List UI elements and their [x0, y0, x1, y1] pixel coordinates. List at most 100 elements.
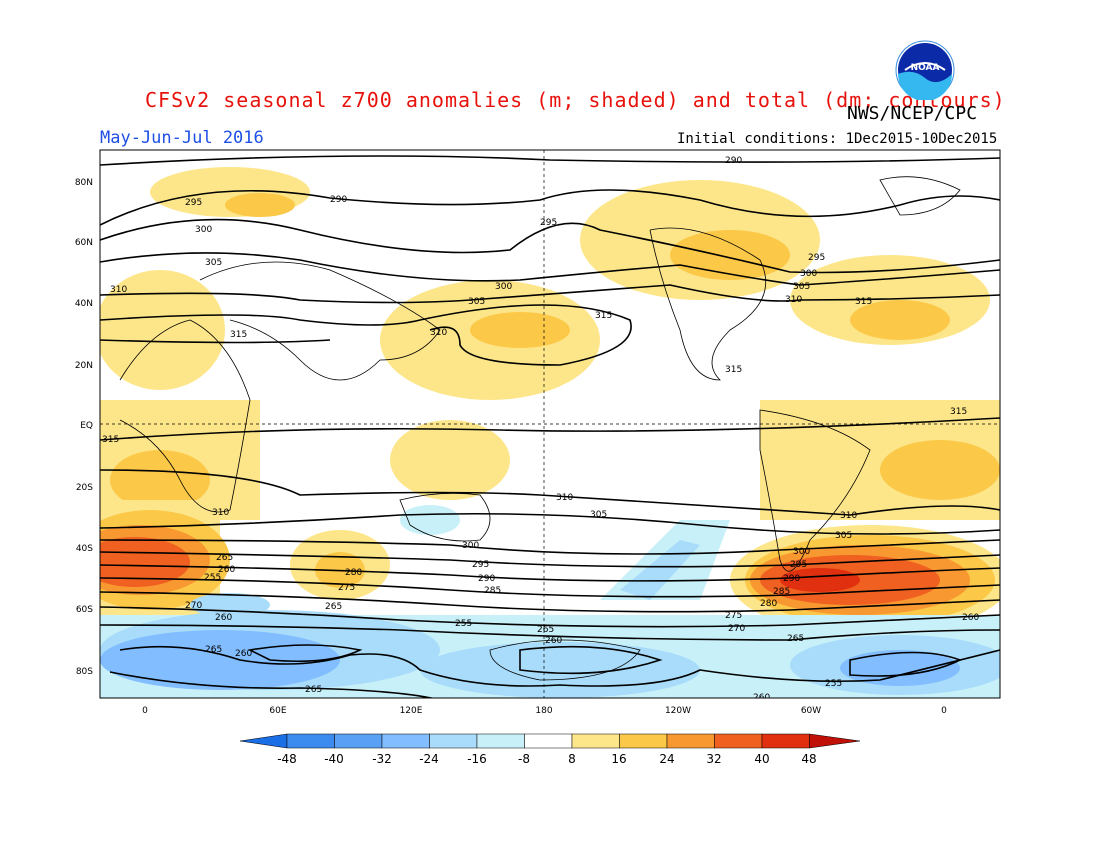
contour-label: 255 [455, 619, 472, 629]
contour-label: 300 [793, 547, 810, 557]
colorbar-cell [619, 733, 668, 749]
positive-anomaly-shading [100, 167, 1000, 635]
colorbar-cell [714, 733, 763, 749]
colorbar-cell [524, 733, 573, 749]
colorbar-cell [286, 733, 335, 749]
contour-label: 285 [773, 587, 790, 597]
contour-label: 315 [102, 435, 119, 445]
lon-label-120w: 120W [665, 706, 691, 716]
contour-label: 260 [235, 649, 252, 659]
lon-label-60e: 60E [269, 706, 286, 716]
contour-label: 290 [783, 574, 800, 584]
contour-label: 260 [545, 636, 562, 646]
season-label: May-Jun-Jul 2016 [100, 128, 264, 148]
grid-lines [100, 150, 1000, 698]
contour-label: 265 [205, 645, 222, 655]
contour-label: 275 [338, 583, 355, 593]
colorbar-label: -40 [324, 752, 344, 766]
contour-label: 305 [835, 531, 852, 541]
lat-label-80s: 80S [76, 667, 93, 677]
contour-label: 295 [540, 218, 557, 228]
lon-label-180: 180 [535, 706, 552, 716]
lat-label-40s: 40S [76, 544, 93, 554]
contour-label: 255 [825, 679, 842, 689]
contour-label: 315 [595, 311, 612, 321]
map-frame [99, 149, 1001, 699]
lat-label-40n: 40N [75, 299, 93, 309]
contour-label: 255 [204, 573, 221, 583]
contour-label: 295 [185, 198, 202, 208]
colorbar-cell [809, 733, 861, 749]
lat-label-20s: 20S [76, 483, 93, 493]
contour-label: 290 [478, 574, 495, 584]
contour-label: 315 [725, 365, 742, 375]
contour-label: 305 [590, 510, 607, 520]
contour-label: 310 [556, 493, 573, 503]
lat-label-60s: 60S [76, 605, 93, 615]
lon-label-120e: 120E [400, 706, 423, 716]
colorbar-label: -24 [419, 752, 439, 766]
contour-label: 305 [793, 282, 810, 292]
contour-label: 285 [484, 586, 501, 596]
colorbar-label: 48 [801, 752, 817, 766]
colorbar-cell [239, 733, 288, 749]
contour-label: 315 [950, 407, 967, 417]
contour-label: 275 [725, 611, 742, 621]
colorbar-label: 40 [754, 752, 770, 766]
coastlines [119, 176, 961, 681]
agency-label: NWS/NCEP/CPC [847, 103, 978, 124]
colorbar-cell [761, 733, 810, 749]
contour-label: 310 [840, 511, 857, 521]
colorbar-label: 8 [568, 752, 576, 766]
colorbar-cell [571, 733, 620, 749]
contour-label: 305 [205, 258, 222, 268]
contour-label: 295 [790, 560, 807, 570]
noaa-logo: NOAA [895, 40, 955, 100]
lon-label-0-right: 0 [941, 706, 947, 716]
colorbar-label: -8 [518, 752, 530, 766]
contour-label: 270 [185, 601, 202, 611]
contour-label: 265 [787, 634, 804, 644]
colorbar-cell [476, 733, 525, 749]
contour-label: 260 [215, 613, 232, 623]
contour-label: 270 [728, 624, 745, 634]
colorbar-cell [334, 733, 383, 749]
contour-label: 310 [430, 328, 447, 338]
contour-label: 295 [472, 560, 489, 570]
lat-label-80n: 80N [75, 178, 93, 188]
lat-label-eq: EQ [80, 421, 93, 431]
colorbar-label: 16 [611, 752, 627, 766]
contour-label: 280 [345, 568, 362, 578]
contour-label: 310 [212, 508, 229, 518]
contour-label: 265 [537, 625, 554, 635]
contour-label: 300 [462, 541, 479, 551]
lon-label-60w: 60W [801, 706, 821, 716]
contour-label: 260 [218, 565, 235, 575]
colorbar-label: -32 [372, 752, 392, 766]
colorbar-cell [666, 733, 715, 749]
logo-text: NOAA [911, 63, 940, 73]
contour-label: 310 [785, 295, 802, 305]
negative-anomaly-shading [100, 505, 1000, 698]
contour-label: 265 [216, 553, 233, 563]
colorbar-label: 32 [706, 752, 722, 766]
colorbar-cell [381, 733, 430, 749]
colorbar-cell [429, 733, 478, 749]
contour-label: 300 [800, 269, 817, 279]
contour-label: 260 [753, 693, 770, 703]
colorbar-label: 24 [659, 752, 675, 766]
contour-label: 290 [330, 195, 347, 205]
contour-label: 305 [468, 297, 485, 307]
contour-label: 315 [855, 297, 872, 307]
map-title: CFSv2 seasonal z700 anomalies (m; shaded… [145, 88, 1006, 112]
contour-label: 310 [110, 285, 127, 295]
contour-label: 300 [495, 282, 512, 292]
lat-label-60n: 60N [75, 238, 93, 248]
colorbar-label: -48 [277, 752, 297, 766]
lon-label-0: 0 [142, 706, 148, 716]
contour-label: 315 [230, 330, 247, 340]
lat-label-20n: 20N [75, 361, 93, 371]
contour-label: 300 [195, 225, 212, 235]
colorbar-label: -16 [467, 752, 487, 766]
